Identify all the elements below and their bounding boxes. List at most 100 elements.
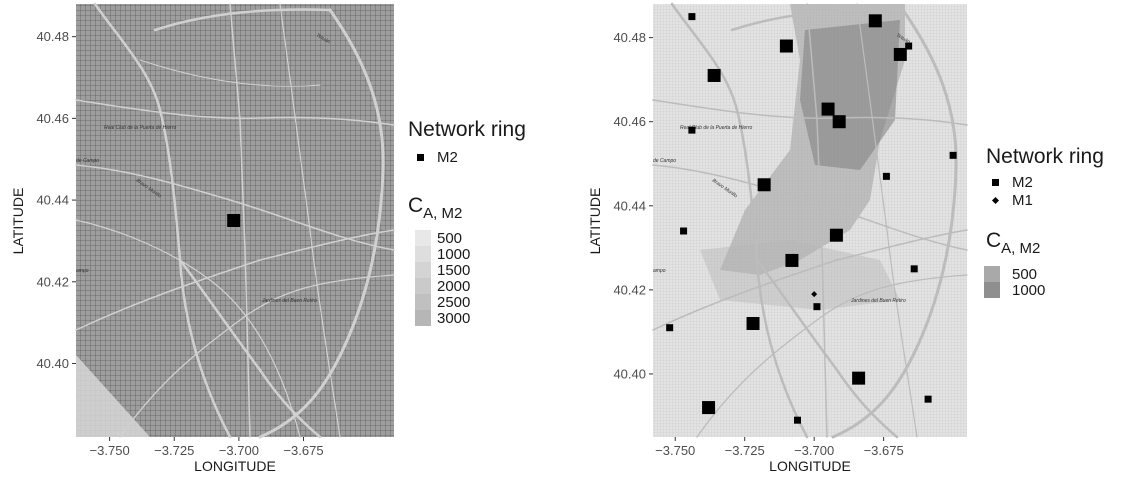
y-tick-label: 40.46 — [36, 111, 69, 126]
map-label-right-retiro: Jardines del Buen Retiro — [850, 298, 906, 304]
legend-swatch-label: 500 — [1012, 266, 1037, 283]
legend-swatch — [415, 294, 431, 310]
y-axis-ticks-right: 40.40 40.42 40.44 40.46 40.48 — [613, 30, 653, 381]
legend-swatch — [415, 230, 431, 246]
legend-right-shape-title: Network ring — [986, 145, 1104, 168]
legend-left: Network ring M2 CA, M2 50010001500200025… — [408, 118, 526, 327]
y-tick-label: 40.42 — [36, 274, 69, 289]
point-m1 — [811, 291, 818, 298]
y-tick-label: 40.40 — [36, 356, 69, 371]
x-tick-label: −3.725 — [725, 443, 765, 458]
point-m2 — [688, 126, 696, 134]
point-m2 — [905, 42, 913, 50]
map-background-right: Real Club de la Puerta de Hierro Jardine… — [652, 2, 968, 439]
legend-right-fill-title-main: C — [986, 229, 1001, 252]
point-m2 — [949, 151, 957, 159]
legend-right-fill-title-sub: A, M2 — [1001, 240, 1040, 257]
y-tick-label: 40.48 — [613, 30, 646, 45]
legend-swatch-label: 2500 — [437, 294, 470, 311]
map-label-left-retiro: Jardines del Buen Retiro — [261, 298, 317, 304]
point-m2 — [852, 371, 866, 385]
map-label-left-campo: de Campo — [76, 158, 99, 164]
legend-swatch — [984, 282, 1000, 298]
legend-swatch — [415, 310, 431, 326]
legend-swatch — [415, 278, 431, 294]
x-tick-label: −3.675 — [864, 443, 904, 458]
x-tick-label: −3.750 — [90, 443, 130, 458]
point-m2 — [813, 303, 821, 311]
points-right — [666, 13, 957, 424]
legend-swatch — [415, 262, 431, 278]
legend-swatch-label: 1000 — [437, 246, 470, 263]
y-tick-label: 40.40 — [613, 366, 646, 381]
point-m2 — [882, 172, 890, 180]
legend-swatch — [415, 246, 431, 262]
map-label-right-campo: de Campo — [653, 158, 676, 164]
point-m2 — [688, 13, 696, 21]
point-m2 — [757, 178, 771, 192]
y-axis-ticks-left: 40.40 40.42 40.44 40.46 40.48 — [36, 29, 76, 371]
point-m2 — [779, 39, 793, 53]
y-tick-label: 40.44 — [613, 198, 646, 213]
x-tick-label: −3.675 — [283, 443, 323, 458]
point-m2 — [821, 102, 835, 116]
legend-right-m2-label: M2 — [1012, 174, 1033, 191]
legend-swatch-label: 1500 — [437, 262, 470, 279]
x-axis-title-right: LONGITUDE — [769, 458, 851, 474]
y-tick-label: 40.46 — [613, 114, 646, 129]
point-m2 — [893, 47, 907, 61]
x-axis-ticks-left: −3.750 −3.725 −3.700 −3.675 — [90, 437, 324, 458]
point-m2 — [910, 265, 918, 273]
legend-swatch-label: 2000 — [437, 278, 470, 295]
panel-left: Real Club de la Puerta de Hierro Jardine… — [10, 2, 526, 474]
map-label-left-ampo: ampo — [76, 268, 89, 274]
legend-right-fill-title: CA, M2 — [986, 229, 1040, 257]
point-m2 — [707, 68, 721, 82]
y-tick-label: 40.44 — [36, 193, 69, 208]
point-m2 — [746, 316, 760, 330]
legend-swatch — [984, 266, 1000, 282]
point-m2 — [868, 14, 882, 28]
x-tick-label: −3.750 — [655, 443, 695, 458]
panel-right: Real Club de la Puerta de Hierro Jardine… — [587, 2, 1104, 474]
legend-left-m2-label: M2 — [437, 149, 458, 166]
legend-left-m2-square — [417, 154, 424, 161]
point-m2 — [924, 395, 932, 403]
y-tick-label: 40.48 — [36, 29, 69, 44]
points-left — [227, 214, 241, 227]
legend-swatch-label: 1000 — [1012, 282, 1045, 299]
point-m2 — [829, 228, 843, 242]
point-m2 — [702, 401, 716, 415]
legend-right-m1-diamond — [992, 197, 999, 204]
legend-swatch-label: 3000 — [437, 310, 470, 327]
point-m2 — [680, 227, 688, 235]
legend-left-fill-title-sub: A, M2 — [423, 205, 462, 222]
legend-right-m2-square — [992, 179, 999, 186]
x-tick-label: −3.700 — [219, 443, 259, 458]
map-label-right-real-club-1: Real Club de la Puerta de Hierro — [680, 125, 752, 131]
y-axis-title-left: LATITUDE — [10, 188, 26, 255]
map-label-right-ampo: ampo — [653, 268, 666, 274]
x-tick-label: −3.725 — [154, 443, 194, 458]
y-tick-label: 40.42 — [613, 282, 646, 297]
legend-left-fill-title: CA, M2 — [408, 194, 462, 222]
legend-right-m1-label: M1 — [1012, 192, 1033, 209]
x-tick-label: −3.700 — [794, 443, 834, 458]
x-axis-ticks-right: −3.750 −3.725 −3.700 −3.675 — [655, 437, 904, 458]
legend-swatch-label: 500 — [437, 230, 462, 247]
map-background-left: Real Club de la Puerta de Hierro Jardine… — [75, 2, 395, 439]
point-m2 — [227, 214, 241, 227]
legend-left-fill-title-main: C — [408, 194, 423, 217]
y-axis-title-right: LATITUDE — [587, 188, 603, 255]
point-m2 — [666, 324, 674, 332]
road-network-left — [75, 2, 395, 439]
map-label-left-real-club-1: Real Club de la Puerta de Hierro — [104, 125, 176, 131]
point-m2 — [785, 253, 799, 267]
point-m2 — [793, 416, 801, 424]
x-axis-title-left: LONGITUDE — [194, 458, 276, 474]
point-m2 — [832, 115, 846, 129]
